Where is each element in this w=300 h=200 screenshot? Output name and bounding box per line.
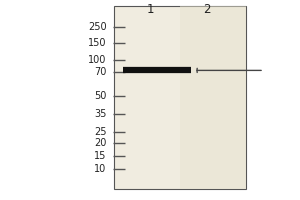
Bar: [114, 6, 246, 189]
Text: 10: 10: [94, 164, 106, 174]
Bar: [180, 6, 246, 189]
Text: 150: 150: [88, 38, 106, 48]
Text: 250: 250: [88, 22, 106, 32]
Text: 20: 20: [94, 138, 106, 148]
Text: 15: 15: [94, 151, 106, 161]
Text: 2: 2: [203, 3, 211, 16]
Text: 50: 50: [94, 91, 106, 101]
Text: 70: 70: [94, 67, 106, 77]
Text: 1: 1: [146, 3, 154, 16]
Text: 35: 35: [94, 109, 106, 119]
Text: 25: 25: [94, 127, 106, 137]
Text: 100: 100: [88, 55, 106, 65]
